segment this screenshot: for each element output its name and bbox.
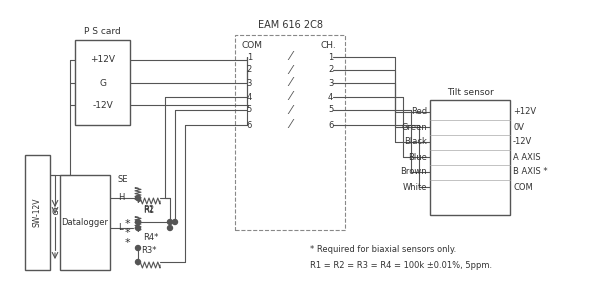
Text: * Required for biaxial sensors only.: * Required for biaxial sensors only. [310, 245, 456, 254]
Circle shape [136, 245, 140, 250]
Text: 3: 3 [328, 79, 334, 88]
Text: R4*: R4* [143, 233, 158, 242]
Text: ⁄: ⁄ [289, 64, 291, 76]
Text: ⁄: ⁄ [289, 50, 291, 64]
Text: R1: R1 [143, 206, 155, 215]
Bar [235, 35, 345, 230]
Text: Green: Green [401, 122, 427, 131]
Bar [75, 40, 130, 125]
Text: 5: 5 [247, 106, 252, 115]
Text: 6: 6 [328, 121, 334, 130]
Circle shape [173, 220, 178, 224]
Text: Black: Black [404, 137, 427, 146]
Bar [430, 100, 510, 215]
Text: Datalogger: Datalogger [62, 218, 109, 227]
Text: R1 = R2 = R3 = R4 = 100k ±0.01%, 5ppm.: R1 = R2 = R3 = R4 = 100k ±0.01%, 5ppm. [310, 260, 492, 269]
Text: A AXIS: A AXIS [513, 152, 541, 161]
Text: CH.: CH. [320, 40, 336, 50]
Text: +12V: +12V [90, 56, 115, 64]
Text: *: * [124, 219, 130, 229]
Text: SE: SE [118, 176, 128, 184]
Text: Tilt sensor: Tilt sensor [446, 88, 493, 97]
Text: White: White [403, 182, 427, 191]
Text: G: G [52, 208, 59, 217]
Text: ⁄: ⁄ [289, 76, 291, 89]
Text: 5: 5 [328, 106, 333, 115]
Text: R3*: R3* [141, 246, 157, 255]
Text: Brown: Brown [400, 167, 427, 176]
Text: H: H [118, 194, 124, 202]
Text: P S card: P S card [84, 27, 121, 36]
Circle shape [136, 226, 140, 230]
Bar [25, 155, 50, 270]
Text: ⁄: ⁄ [289, 118, 291, 131]
Text: 0V: 0V [513, 122, 524, 131]
Text: SW-12V: SW-12V [33, 198, 42, 227]
Text: COM: COM [513, 182, 533, 191]
Text: EAM 616 2C8: EAM 616 2C8 [257, 20, 323, 30]
Text: 2: 2 [247, 65, 252, 74]
Text: Red: Red [411, 107, 427, 116]
Circle shape [136, 196, 140, 200]
Text: G: G [99, 79, 106, 88]
Text: ⁄: ⁄ [289, 103, 291, 116]
Circle shape [167, 226, 173, 230]
Text: COM: COM [241, 40, 263, 50]
Text: R2: R2 [143, 206, 154, 214]
Text: ⁄: ⁄ [289, 91, 291, 103]
Text: *: * [124, 238, 130, 248]
Text: B AXIS *: B AXIS * [513, 167, 548, 176]
Circle shape [136, 220, 140, 224]
Bar [60, 175, 110, 270]
Text: 6: 6 [247, 121, 252, 130]
Circle shape [136, 260, 140, 265]
Text: 1: 1 [247, 52, 252, 62]
Text: 4: 4 [247, 92, 252, 101]
Text: -12V: -12V [92, 100, 113, 109]
Text: Blue: Blue [408, 152, 427, 161]
Circle shape [167, 220, 173, 224]
Text: L: L [118, 224, 122, 232]
Text: -12V: -12V [513, 137, 532, 146]
Text: 2: 2 [328, 65, 333, 74]
Text: 1: 1 [328, 52, 333, 62]
Text: 3: 3 [247, 79, 252, 88]
Text: 4: 4 [328, 92, 333, 101]
Text: *: * [124, 228, 130, 238]
Text: +12V: +12V [513, 107, 536, 116]
